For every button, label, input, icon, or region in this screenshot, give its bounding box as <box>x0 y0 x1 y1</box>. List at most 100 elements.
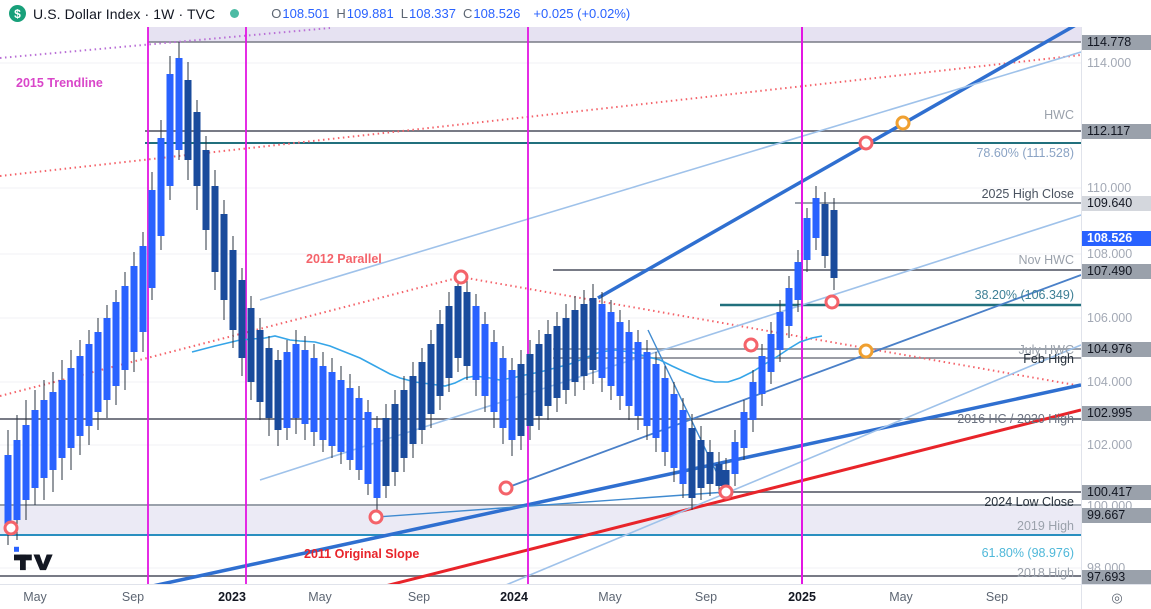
time-tick-label: Sep <box>985 590 1009 604</box>
ohlc-legend: O108.501 H109.881 L108.337 C108.526 <box>271 6 527 21</box>
candle-body <box>767 334 775 372</box>
shaded-band <box>0 505 1081 535</box>
candle-body <box>445 306 453 378</box>
candle-body <box>580 304 588 376</box>
price-tag[interactable]: 112.117 <box>1082 124 1151 139</box>
blue-channel-upper[interactable] <box>597 27 1081 300</box>
drawing-anchor-point[interactable] <box>858 343 874 359</box>
drawing-anchor-point[interactable] <box>718 484 734 500</box>
annotation-parallel-2012[interactable]: 2012 Parallel <box>306 252 382 266</box>
chart-plot-area[interactable] <box>0 27 1081 584</box>
chart-header-toolbar: $ U.S. Dollar Index · 1W · TVC O108.501 H… <box>0 0 1151 27</box>
annotation-low-close-2024[interactable]: 2024 Low Close <box>984 495 1074 509</box>
time-scale[interactable]: ◎ May Sep 2023 May Sep 2024 May Sep 2025 May Sep <box>0 584 1151 609</box>
candle-body <box>670 394 678 468</box>
annotation-high-close-2025[interactable]: 2025 High Close <box>981 187 1074 201</box>
slope-2011[interactable] <box>330 408 1081 584</box>
drawing-anchor-point[interactable] <box>3 520 19 536</box>
candle-body <box>31 410 39 488</box>
ohlc-low-value: 108.337 <box>409 6 456 21</box>
price-tick-label: 104.000 <box>1087 375 1133 389</box>
annotation-slope-2011[interactable]: 2011 Original Slope <box>304 547 420 561</box>
candle-body <box>499 358 507 428</box>
tradingview-logo-icon <box>14 546 53 571</box>
annotation-trendline-2015[interactable]: 2015 Trendline <box>16 76 103 90</box>
rail-lower[interactable] <box>470 344 1081 584</box>
candle-body <box>418 362 426 430</box>
candle-body <box>758 356 766 394</box>
ohlc-close-value: 108.526 <box>473 6 521 21</box>
candle-body <box>463 292 471 366</box>
price-tag[interactable]: 104.976 <box>1082 342 1151 357</box>
time-tick-label: May <box>889 590 913 604</box>
price-scale[interactable]: USD ▾ 114.778114.000112.117110.000109.64… <box>1081 0 1151 585</box>
candle-body <box>427 344 435 414</box>
price-tag[interactable]: 108.526 <box>1082 231 1151 246</box>
candle-body <box>740 412 748 448</box>
candle-body <box>571 310 579 382</box>
candle-body <box>103 318 111 400</box>
candle-body <box>598 304 606 378</box>
candle-body <box>211 186 219 272</box>
candle-body <box>130 266 138 352</box>
parallel-2012-upper[interactable] <box>0 54 1081 177</box>
price-tag[interactable]: 100.417 <box>1082 485 1151 500</box>
candle-body <box>688 428 696 498</box>
price-tag[interactable]: 99.667 <box>1082 508 1151 523</box>
annotation-july-hwc[interactable]: July HWC <box>1018 343 1074 357</box>
price-tag[interactable]: 114.778 <box>1082 35 1151 50</box>
drawing-anchor-point[interactable] <box>824 294 840 310</box>
candle-body <box>679 410 687 484</box>
candle-body <box>652 364 660 438</box>
drawing-anchor-point[interactable] <box>453 269 469 285</box>
candle-body <box>166 74 174 186</box>
rail-upper[interactable] <box>259 51 1081 301</box>
candlestick-series[interactable] <box>4 42 838 545</box>
drawing-anchor-point[interactable] <box>498 480 514 496</box>
candle-body <box>490 342 498 412</box>
price-tag[interactable]: 102.995 <box>1082 406 1151 421</box>
annotation-fib-618[interactable]: 61.80% (98.976) <box>981 546 1074 560</box>
price-tag[interactable]: 97.693 <box>1082 570 1151 585</box>
annotation-hc-2016-2020[interactable]: 2016 HC / 2020 High <box>957 412 1074 426</box>
drawing-anchor-point[interactable] <box>368 509 384 525</box>
support-line-2024[interactable] <box>505 274 1081 489</box>
annotation-fib-382[interactable]: 38.20% (106.349) <box>974 288 1074 302</box>
candle-body <box>454 286 462 358</box>
time-scale-settings-icon[interactable]: ◎ <box>1081 585 1151 609</box>
candle-body <box>139 246 147 332</box>
candle-body <box>436 324 444 396</box>
candle-body <box>49 392 57 470</box>
price-tick-label: 110.000 <box>1087 181 1132 195</box>
candle-body <box>58 380 66 458</box>
symbol-title[interactable]: U.S. Dollar Index · 1W · TVC <box>33 5 216 22</box>
time-tick-label: 2023 <box>218 590 246 604</box>
drawing-anchor-point[interactable] <box>743 337 759 353</box>
candle-body <box>175 58 183 150</box>
annotation-fib-786[interactable]: 78.60% (111.528) <box>976 146 1074 160</box>
annotation-nov-hwc[interactable]: Nov HWC <box>1018 253 1074 267</box>
time-tick-label: 2024 <box>500 590 528 604</box>
annotation-feb-high[interactable]: Feb High <box>1023 352 1074 366</box>
candle-body <box>40 400 48 478</box>
candle-body <box>364 412 372 484</box>
descending-line[interactable] <box>375 491 727 518</box>
candle-body <box>544 334 552 406</box>
annotation-high-2018[interactable]: 2018 High <box>1017 566 1074 580</box>
ohlc-high-value: 109.881 <box>346 6 394 21</box>
drawing-anchor-point[interactable] <box>858 135 874 151</box>
blue-channel-lower[interactable] <box>88 383 1081 584</box>
price-tag[interactable]: 107.490 <box>1082 264 1151 279</box>
annotation-high-2019[interactable]: 2019 High <box>1017 519 1074 533</box>
drawing-anchor-point[interactable] <box>895 115 911 131</box>
trendline-2015[interactable] <box>0 27 331 59</box>
price-tag[interactable]: 109.640 <box>1082 196 1151 211</box>
candle-body <box>202 150 210 230</box>
candle-body <box>238 280 246 358</box>
candle-body <box>121 286 129 370</box>
candle-body <box>785 288 793 326</box>
annotation-hwc[interactable]: HWC <box>1044 108 1074 122</box>
candle-body <box>589 298 597 370</box>
market-status-icon <box>230 9 240 18</box>
